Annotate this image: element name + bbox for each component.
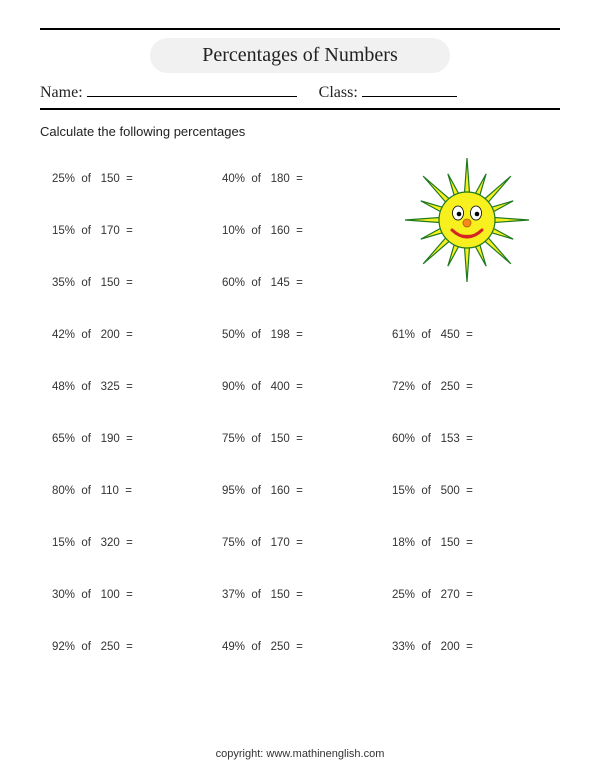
problem-cell: 10% of 160 = [210, 205, 380, 257]
problem-cell: 25% of 150 = [40, 153, 210, 205]
problem-cell: 72% of 250 = [380, 361, 550, 413]
problem-cell: 95% of 160 = [210, 465, 380, 517]
problem-cell: 30% of 100 = [40, 569, 210, 621]
class-blank[interactable] [362, 83, 457, 97]
instruction-text: Calculate the following percentages [40, 124, 560, 139]
problem-cell: 40% of 180 = [210, 153, 380, 205]
sun-icon [402, 155, 532, 285]
problem-cell: 50% of 198 = [210, 309, 380, 361]
name-blank[interactable] [87, 83, 297, 97]
name-class-row: Name: Class: [40, 83, 560, 102]
problem-cell: 33% of 200 = [380, 621, 550, 673]
problem-cell: 15% of 500 = [380, 465, 550, 517]
problem-cell: 60% of 145 = [210, 257, 380, 309]
problem-cell: 18% of 150 = [380, 517, 550, 569]
problem-cell: 37% of 150 = [210, 569, 380, 621]
problem-cell: 75% of 150 = [210, 413, 380, 465]
problem-cell: 42% of 200 = [40, 309, 210, 361]
header-rule-bottom [40, 108, 560, 110]
worksheet-title: Percentages of Numbers [150, 38, 450, 73]
problem-cell: 15% of 170 = [40, 205, 210, 257]
problem-cell: 48% of 325 = [40, 361, 210, 413]
problem-cell: 80% of 110 = [40, 465, 210, 517]
problem-cell: 15% of 320 = [40, 517, 210, 569]
class-label: Class: [319, 84, 358, 102]
problem-cell: 65% of 190 = [40, 413, 210, 465]
problem-cell: 60% of 153 = [380, 413, 550, 465]
name-label: Name: [40, 84, 83, 102]
header-rule-top [40, 28, 560, 30]
problem-cell: 75% of 170 = [210, 517, 380, 569]
problem-cell: 25% of 270 = [380, 569, 550, 621]
copyright-text: copyright: www.mathinenglish.com [0, 748, 600, 760]
problem-cell: 61% of 450 = [380, 309, 550, 361]
problem-cell: 92% of 250 = [40, 621, 210, 673]
problem-cell: 90% of 400 = [210, 361, 380, 413]
problem-cell: 49% of 250 = [210, 621, 380, 673]
problem-cell: 35% of 150 = [40, 257, 210, 309]
